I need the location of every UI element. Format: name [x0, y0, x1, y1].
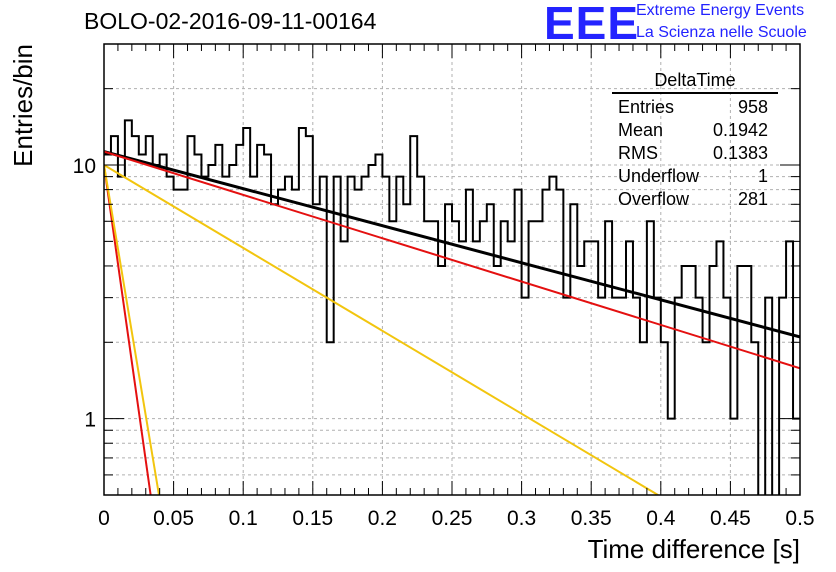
stats-value: 1	[757, 166, 768, 186]
fit-curve	[104, 150, 800, 370]
logo-line-1: Extreme Energy Events	[636, 2, 805, 19]
stats-value: 281	[737, 189, 768, 209]
y-tick-label: 10	[73, 155, 96, 178]
fit-curve	[104, 164, 160, 495]
y-axis-label: Entries/bin	[8, 44, 38, 167]
y-tick-label: 1	[84, 409, 96, 432]
stats-label: Overflow	[618, 189, 690, 209]
stats-row-mean: Mean 0.1942	[612, 119, 778, 142]
stats-value: 0.1383	[712, 143, 768, 163]
x-tick-label: 0.05	[153, 507, 194, 530]
stats-label: Mean	[618, 120, 664, 140]
histogram-line	[104, 119, 800, 495]
stats-value: 0.1942	[712, 120, 768, 140]
chart-title: BOLO-02-2016-09-11-00164	[84, 8, 377, 34]
stats-value: 958	[737, 97, 768, 117]
x-tick-label: 0.15	[292, 507, 333, 530]
fit-curves	[104, 150, 800, 495]
stats-row-entries: Entries 958	[612, 96, 778, 119]
x-tick-label: 0.25	[432, 507, 473, 530]
x-axis-label: Time difference [s]	[588, 534, 800, 564]
eee-logo: EEE	[544, 0, 640, 49]
stats-box: DeltaTime Entries 958 Mean 0.1942 RMS 0.…	[612, 70, 778, 211]
stats-label: Entries	[618, 97, 675, 117]
x-tick-label: 0.45	[710, 507, 751, 530]
x-tick-label: 0.5	[785, 507, 814, 530]
x-tick-label: 0.2	[368, 507, 397, 530]
axis-ticks	[103, 43, 801, 496]
fit-curve	[104, 164, 659, 495]
stats-label: Underflow	[618, 166, 700, 186]
grid-lines	[104, 44, 800, 495]
y-tick-labels: 1 10	[73, 155, 96, 432]
x-tick-label: 0	[98, 507, 110, 530]
stats-row-rms: RMS 0.1383	[612, 142, 778, 165]
stats-row-underflow: Underflow 1	[612, 165, 778, 188]
x-tick-labels: 0 0.05 0.1 0.15 0.2 0.25 0.3 0.35 0.4 0.45 0.5	[98, 507, 814, 530]
stats-label: RMS	[618, 143, 658, 163]
fit-curve	[104, 150, 800, 339]
x-tick-label: 0.4	[646, 507, 676, 530]
stats-title: DeltaTime	[654, 70, 736, 90]
histogram-series	[104, 119, 800, 495]
x-tick-label: 0.35	[571, 507, 612, 530]
logo-line-2: La Scienza nelle Scuole	[636, 24, 807, 41]
stats-title-rule	[612, 92, 778, 94]
stats-row-overflow: Overflow 281	[612, 188, 778, 211]
x-tick-label: 0.1	[229, 507, 258, 530]
fit-curve	[104, 164, 152, 495]
x-tick-label: 0.3	[507, 507, 536, 530]
